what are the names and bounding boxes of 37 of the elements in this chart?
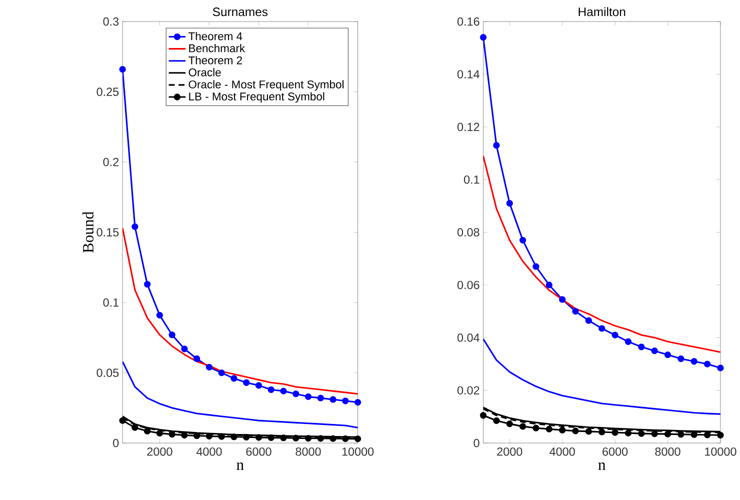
y-tick-label: 0.05 bbox=[96, 368, 119, 377]
y-tick-label: 0.2 bbox=[103, 158, 118, 166]
x-tick-label: 10000 bbox=[705, 448, 736, 456]
y-tick-label: 0.15 bbox=[96, 228, 119, 236]
x-tick-label: 6000 bbox=[602, 448, 628, 456]
y-tick-label: 0.06 bbox=[457, 280, 480, 290]
x-tick-label: 8000 bbox=[655, 448, 680, 456]
y-axis-title: Bound bbox=[82, 212, 94, 253]
legend-label: Oracle - Most Frequent Symbol bbox=[188, 80, 344, 91]
y-tick-label: 0.04 bbox=[457, 334, 480, 342]
y-tick-label: 0 bbox=[474, 438, 480, 448]
legend-label: Oracle bbox=[188, 68, 221, 76]
x-tick-label: 6000 bbox=[246, 448, 272, 456]
y-tick-label: 0.02 bbox=[457, 386, 480, 395]
y-tick-label: 0.3 bbox=[103, 17, 119, 26]
x-axis-title: n bbox=[236, 462, 244, 470]
x-tick-label: 2000 bbox=[497, 448, 522, 456]
legend-label: Theorem 2 bbox=[188, 56, 242, 64]
x-tick-label: 8000 bbox=[296, 448, 321, 456]
y-tick-label: 0.1 bbox=[103, 298, 119, 307]
y-tick-label: 0.14 bbox=[457, 70, 480, 78]
x-tick-label: 4000 bbox=[550, 448, 575, 456]
x-axis-title: n bbox=[598, 462, 606, 470]
y-tick-label: 0.08 bbox=[457, 228, 480, 236]
legend-label: LB - Most Frequent Symbol bbox=[189, 92, 324, 103]
y-tick-label: 0.25 bbox=[96, 88, 119, 96]
chart-title: Surnames bbox=[212, 8, 268, 16]
y-tick-label: 0.16 bbox=[457, 17, 480, 26]
chart-title: Hamilton bbox=[578, 7, 626, 16]
legend-label: Theorem 4 bbox=[188, 32, 242, 40]
x-tick-label: 10000 bbox=[342, 448, 374, 456]
legend-label: Benchmark bbox=[189, 44, 246, 52]
x-tick-label: 2000 bbox=[147, 448, 172, 456]
y-tick-label: 0.12 bbox=[457, 122, 480, 132]
y-tick-label: 0 bbox=[113, 438, 119, 448]
x-tick-label: 4000 bbox=[196, 448, 222, 456]
y-tick-label: 0.1 bbox=[464, 176, 480, 184]
